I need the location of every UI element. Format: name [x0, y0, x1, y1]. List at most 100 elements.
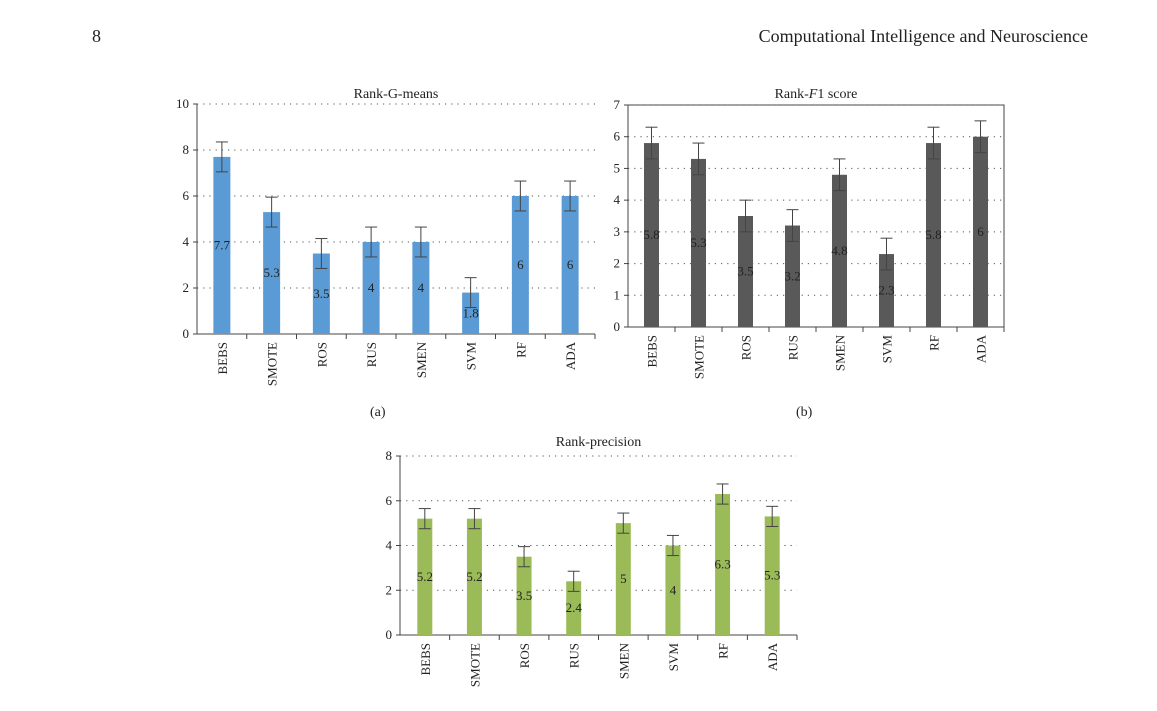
bar-rus: [566, 581, 582, 635]
chart-title: Rank-precision: [556, 435, 642, 450]
data-label: 6: [977, 224, 984, 239]
y-tick-label: 4: [614, 192, 621, 207]
journal-title: Computational Intelligence and Neuroscie…: [758, 26, 1088, 46]
chart-title-part: Rank-: [775, 87, 810, 102]
chart-title-part: Rank-precision: [556, 435, 642, 450]
data-label: 5.3: [690, 235, 706, 250]
x-tick-label-smote: SMOTE: [467, 643, 482, 687]
bar-ada: [973, 136, 988, 327]
y-tick-label: 6: [614, 129, 621, 144]
bar-smen: [615, 523, 631, 635]
data-label: 5.3: [764, 568, 780, 583]
data-label: 6.3: [714, 557, 730, 572]
x-tick-label-bebs: BEBS: [215, 342, 230, 375]
chart-rank-precision: Rank-precision 0 2 4 6 8 5.2 BEBS 5.2 SMOTE 3.5 ROS…: [386, 435, 798, 687]
bar-rf: [511, 196, 529, 334]
y-tick-label: 2: [386, 582, 393, 597]
data-label: 4: [368, 280, 375, 295]
y-tick-label: 1: [614, 287, 621, 302]
x-tick-label-rf: RF: [716, 643, 731, 659]
chart-title-part: F: [808, 87, 818, 102]
data-label: 6: [517, 257, 524, 272]
x-tick-label-rf: RF: [513, 342, 528, 358]
bar-svm: [879, 254, 894, 327]
chart-title-part: 1 score: [817, 87, 857, 102]
data-label: 3.2: [784, 268, 800, 283]
x-tick-label-smen: SMEN: [414, 341, 429, 378]
x-tick-label-ros: ROS: [739, 335, 754, 360]
data-label: 2.4: [566, 600, 583, 615]
x-tick-label-ada: ADA: [765, 642, 780, 671]
y-tick-label: 0: [614, 319, 621, 334]
bar-smote: [466, 518, 482, 635]
data-label: 5.2: [466, 569, 482, 584]
y-tick-label: 5: [614, 160, 621, 175]
y-tick-label: 6: [183, 188, 190, 203]
y-tick-label: 10: [176, 96, 189, 111]
x-tick-label-smote: SMOTE: [265, 342, 280, 386]
y-tick-label: 0: [386, 627, 393, 642]
x-tick-label-smote: SMOTE: [692, 335, 707, 379]
bar-rus: [785, 225, 800, 327]
bar-ros: [312, 253, 330, 334]
data-label: 1.8: [463, 305, 479, 320]
bar-bebs: [213, 156, 231, 334]
bar-ada: [561, 196, 579, 334]
bar-smote: [263, 212, 281, 334]
x-tick-label-ros: ROS: [517, 643, 532, 668]
data-label: 5: [620, 571, 627, 586]
bar-bebs: [644, 143, 659, 327]
x-tick-label-bebs: BEBS: [418, 643, 433, 676]
x-tick-label-rf: RF: [927, 335, 942, 351]
x-tick-label-smen: SMEN: [833, 334, 848, 371]
data-label: 2.3: [878, 283, 894, 298]
y-tick-label: 4: [386, 538, 393, 553]
chart-title-part: Rank-G-means: [354, 87, 439, 102]
bar-ros: [516, 556, 532, 635]
x-tick-label-ada: ADA: [974, 334, 989, 363]
data-label: 4: [670, 582, 677, 597]
bar-smen: [832, 174, 847, 327]
data-label: 3.5: [313, 286, 329, 301]
data-label: 4: [418, 280, 425, 295]
chart-title: Rank-G-means: [354, 87, 439, 102]
data-label: 3.5: [516, 588, 532, 603]
x-tick-label-rus: RUS: [567, 643, 582, 668]
data-label: 7.7: [214, 237, 231, 252]
data-label: 5.8: [643, 227, 659, 242]
page-number: 8: [92, 26, 101, 46]
y-tick-label: 6: [386, 493, 393, 508]
chart-title: Rank-F1 score: [775, 87, 858, 102]
chart-rank-g-means: Rank-G-means 0 2 4 6 8 10 7.7 BEBS 5.3 SMOTE 3.5 ROS…: [176, 87, 596, 386]
bar-rf: [715, 494, 731, 635]
y-tick-label: 2: [614, 256, 621, 271]
bar-rus: [362, 242, 380, 334]
data-label: 3.5: [737, 264, 753, 279]
bar-bebs: [417, 518, 433, 635]
chart-rank-f1-score: Rank-F1 score 0 1 2 3 4 5 6 7 5.8 BEBS 5.3 SMOTE 3.5 R…: [614, 87, 1005, 379]
bar-smen: [412, 242, 430, 334]
data-label: 5.3: [264, 265, 280, 280]
x-tick-label-ada: ADA: [563, 341, 578, 370]
panel-label-a: (a): [370, 405, 386, 420]
y-tick-label: 4: [183, 234, 190, 249]
plot-frame: [627, 104, 1005, 328]
bar-ros: [738, 216, 753, 327]
bar-smote: [691, 158, 706, 327]
x-tick-label-rus: RUS: [786, 335, 801, 360]
y-tick-label: 8: [386, 448, 393, 463]
bar-svm: [462, 292, 480, 334]
x-tick-label-smen: SMEN: [616, 642, 631, 679]
x-tick-label-bebs: BEBS: [645, 335, 660, 368]
y-tick-label: 0: [183, 326, 190, 341]
x-tick-label-ros: ROS: [314, 342, 329, 367]
data-label: 4.8: [831, 243, 847, 258]
x-tick-label-svm: SVM: [880, 335, 895, 364]
y-tick-label: 2: [183, 280, 190, 295]
bar-ada: [764, 516, 780, 635]
panel-label-b: (b): [796, 405, 813, 420]
x-tick-label-svm: SVM: [464, 342, 479, 371]
x-tick-label-rus: RUS: [364, 342, 379, 367]
bar-svm: [665, 545, 681, 635]
x-tick-label-svm: SVM: [666, 643, 681, 672]
